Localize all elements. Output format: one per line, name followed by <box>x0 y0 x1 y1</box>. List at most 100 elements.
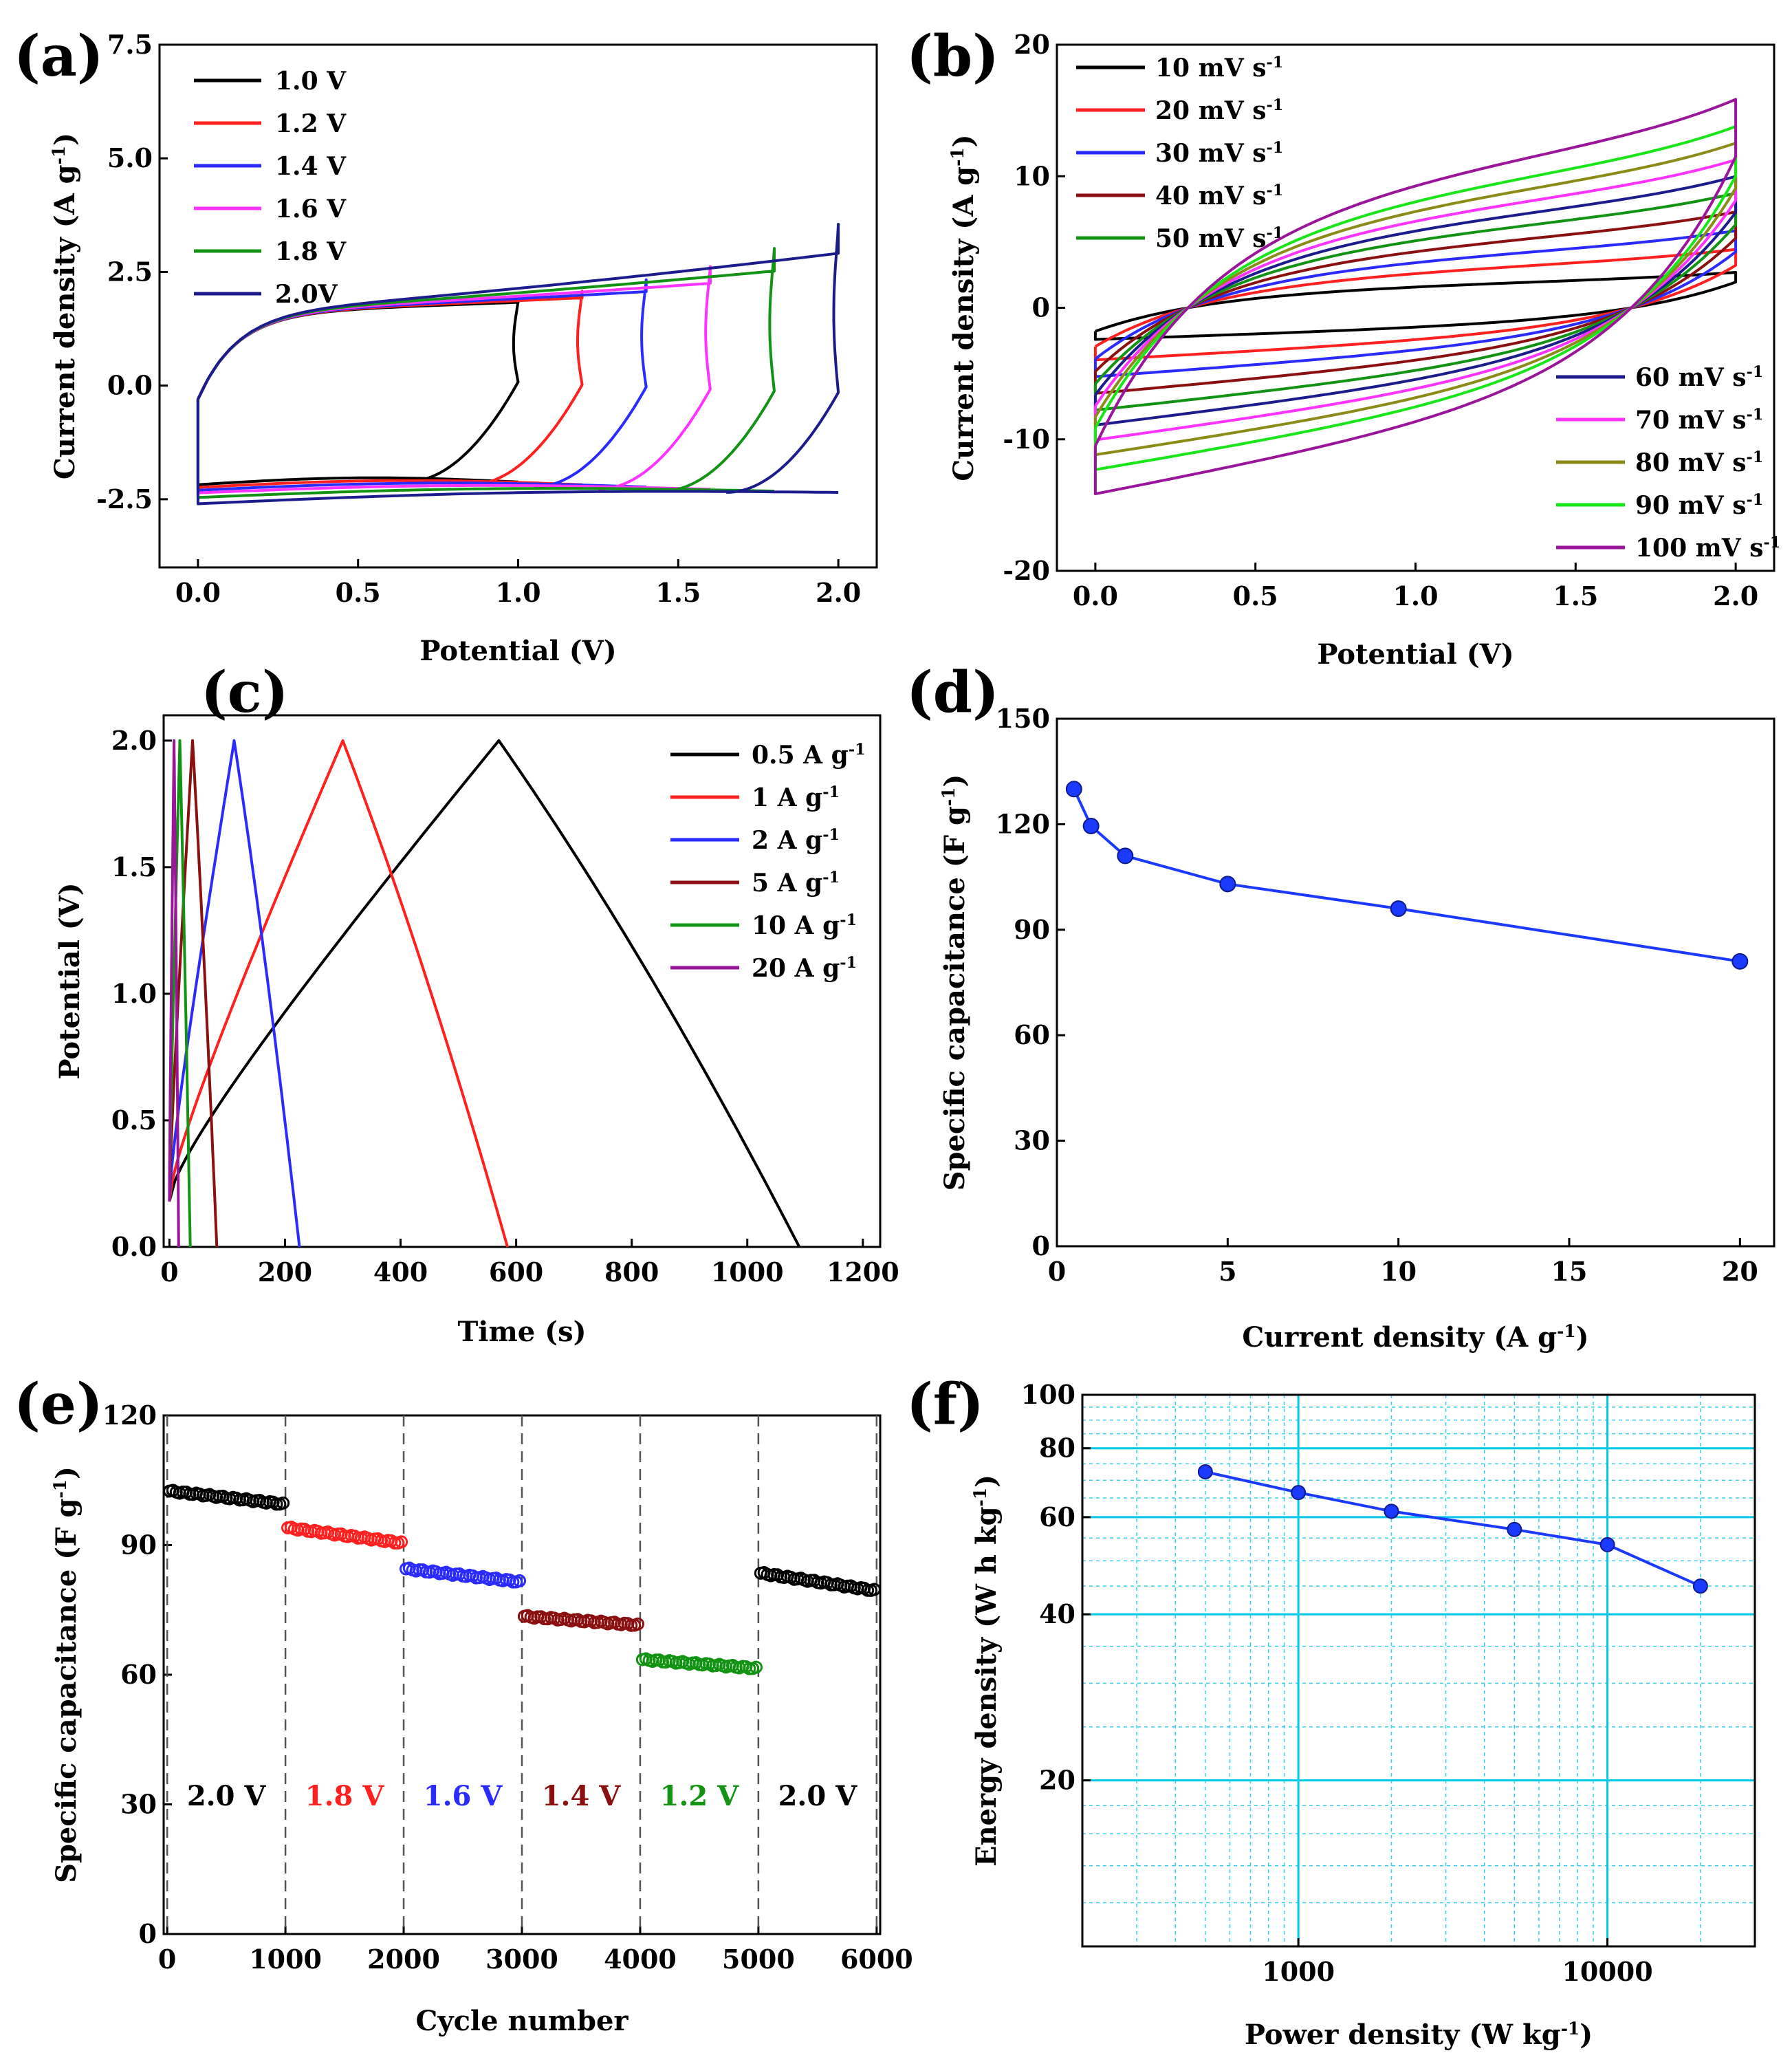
segment-voltage-label: 2.0 V <box>187 1780 267 1812</box>
x-tick-label: 15 <box>1551 1256 1588 1287</box>
data-point <box>1599 1536 1615 1552</box>
legend-label: 60 mV s-1 <box>1635 363 1763 392</box>
y-tick-label: 30 <box>120 1789 157 1820</box>
x-tick-label: 200 <box>258 1257 312 1288</box>
legend-label: 20 mV s-1 <box>1155 96 1283 125</box>
y-tick-label: 120 <box>996 808 1050 839</box>
cv-curve <box>1093 142 1738 457</box>
gcd-curve <box>168 739 301 1248</box>
y-tick-label: 120 <box>102 1400 157 1431</box>
x-tick-label: 1200 <box>827 1257 899 1288</box>
x-tick-label: 1.5 <box>1553 580 1598 611</box>
cycle-point <box>631 1617 645 1631</box>
cv-curve <box>1093 191 1738 412</box>
y-tick-label: 5.0 <box>107 142 153 173</box>
y-axis-title: Energy density (W h kg-1) <box>970 1475 1003 1867</box>
y-tick-label: 30 <box>1014 1125 1050 1156</box>
cv-curve <box>196 265 712 495</box>
cv-curve <box>196 247 776 499</box>
panel-c: (c)0 200 400 600 800 1000 12000.00.51.01.52.0T… <box>54 660 899 1348</box>
cv-curve <box>1093 248 1738 362</box>
cv-curve <box>196 290 584 489</box>
x-tick-label: 0 <box>158 1944 176 1975</box>
y-tick-label: -10 <box>1003 424 1050 455</box>
y-tick-label: 90 <box>1014 914 1050 945</box>
x-tick-label: 5 <box>1219 1256 1236 1287</box>
data-point <box>1507 1521 1522 1537</box>
y-tick-label: 1.5 <box>111 851 157 882</box>
x-tick-label: 1000 <box>711 1257 784 1288</box>
legend-label: 1.0 V <box>275 67 347 96</box>
cv-curve <box>196 223 840 506</box>
y-axis-title: Current density (A g-1) <box>49 133 82 479</box>
legend-label: 10 mV s-1 <box>1155 54 1283 83</box>
gcd-curve <box>168 739 509 1248</box>
legend-label: 100 mV s-1 <box>1635 534 1780 563</box>
x-tick-label: 6000 <box>840 1944 913 1975</box>
cv-curve <box>196 298 520 486</box>
segment-voltage-label: 1.8 V <box>305 1780 385 1812</box>
legend-label: 5 A g-1 <box>752 869 840 898</box>
data-point <box>1065 781 1082 798</box>
panel-e: (e) 0 1000 2000 3000 4000 5000 6000 0 30 60 90 120 Cy… <box>14 1371 913 2037</box>
data-point <box>1384 1503 1399 1519</box>
x-tick-label: 800 <box>604 1257 659 1288</box>
legend-label: 10 A g-1 <box>752 911 857 940</box>
plot-frame <box>1056 717 1775 1248</box>
panel-a: (a) 0.0 0.5 1.0 1.5 2.0 -2.5 0.0 2.5 5.0 7.5 Potent… <box>14 23 878 667</box>
gcd-curve <box>168 739 180 1248</box>
data-point <box>1390 900 1407 917</box>
x-tick-label: 3000 <box>485 1944 558 1975</box>
panel-label: (e) <box>14 1371 103 1437</box>
y-tick-label: 100 <box>1021 1379 1075 1410</box>
panel-d: (d) 0 5 10 15 20 0 30 60 90 120 150 Current density … <box>906 660 1775 1354</box>
data-point <box>1082 817 1100 834</box>
x-tick-label: 0 <box>1048 1256 1066 1287</box>
x-tick-label: 0.5 <box>336 577 381 608</box>
cycle-point <box>867 1583 881 1596</box>
x-tick-label: 0.0 <box>175 577 221 608</box>
y-tick-label: 10 <box>1014 160 1050 191</box>
data-point <box>1692 1578 1708 1594</box>
x-axis-title: Power density (W kg-1) <box>1245 2019 1593 2052</box>
x-tick-label: 1000 <box>249 1944 322 1975</box>
cv-curve <box>1093 271 1738 341</box>
y-tick-label: 20 <box>1014 29 1050 60</box>
cv-curve <box>1093 210 1738 395</box>
segment-voltage-label: 1.2 V <box>660 1780 740 1812</box>
y-tick-label: 60 <box>120 1659 157 1690</box>
y-tick-label: 7.5 <box>107 29 153 60</box>
y-tick-label: 0 <box>1032 1230 1050 1261</box>
capacitance-line <box>1072 788 1740 963</box>
legend-label: 1.2 V <box>275 109 347 138</box>
y-tick-label: 1.0 <box>111 978 157 1009</box>
legend-label: 20 A g-1 <box>752 954 857 983</box>
data-point <box>1291 1485 1307 1501</box>
legend-label: 1.4 V <box>275 152 347 181</box>
panel-b: (b) 0.0 0.5 1.0 1.5 2.0 -20 -10 0 10 20 Potential (… <box>906 23 1780 671</box>
x-tick-label: 2.0 <box>1713 580 1758 611</box>
cv-curve <box>1093 229 1738 378</box>
y-tick-label: 0.0 <box>111 1231 157 1262</box>
cv-curve <box>1093 175 1738 426</box>
y-axis-title: Potential (V) <box>54 882 86 1079</box>
legend-label: 1.8 V <box>275 237 347 266</box>
ragone-line <box>1205 1470 1701 1587</box>
x-tick-label: 1.0 <box>495 577 540 608</box>
panel-label: (f) <box>906 1371 984 1437</box>
x-tick-label: 400 <box>373 1257 428 1288</box>
segment-voltage-label: 1.4 V <box>542 1780 622 1812</box>
legend-label: 40 mV s-1 <box>1155 182 1283 210</box>
x-axis-title: Potential (V) <box>1317 638 1514 671</box>
x-tick-label: 0.5 <box>1233 580 1278 611</box>
y-tick-label: 2.0 <box>111 725 157 756</box>
x-tick-label: 5000 <box>722 1944 795 1975</box>
legend-label: 30 mV s-1 <box>1155 139 1283 168</box>
plot-frame <box>1081 1393 1756 1948</box>
legend-label: 1.6 V <box>275 195 347 224</box>
panel-label: (a) <box>14 23 104 89</box>
x-tick-label: 1000 <box>1262 1956 1335 1987</box>
x-tick-label: 2.0 <box>816 577 861 608</box>
y-tick-label: 0 <box>1032 292 1050 323</box>
